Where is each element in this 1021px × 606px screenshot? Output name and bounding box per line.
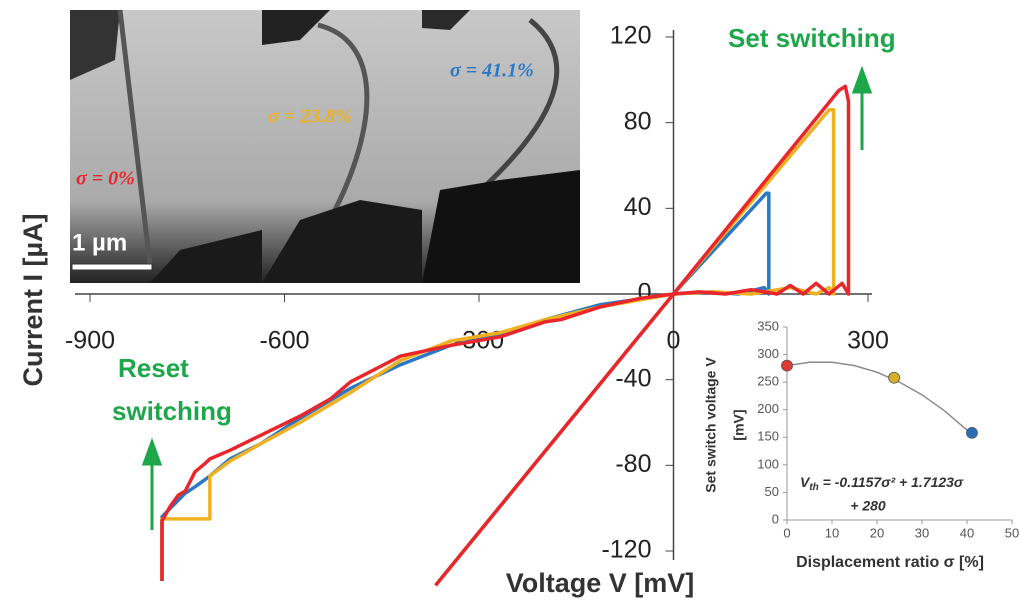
point (966, 426, 978, 439)
annotation: Reset (118, 353, 189, 383)
x-axis-label: Voltage V [mV] (506, 568, 695, 598)
y-tick-label: 50 (765, 484, 779, 499)
fit-curve (786, 361, 972, 435)
y-axis-label: Current I [µA] (18, 213, 48, 386)
point (888, 371, 900, 384)
x-tick-label: 30 (915, 525, 929, 540)
y-tick-label: 200 (757, 401, 779, 416)
annotation: switching (112, 396, 232, 426)
wire (468, 18, 560, 202)
x-tick-label: 50 (1005, 525, 1019, 540)
y-tick-label: 100 (757, 456, 779, 471)
wire (117, 9, 153, 266)
series-label: σ = 41.1% (450, 60, 534, 82)
equation-part: V (800, 474, 811, 490)
inset-y-label: Set switch voltage V (703, 357, 719, 493)
equation-part: = -0.1157σ² + 1.7123σ (819, 474, 964, 490)
tem-shade (262, 200, 422, 283)
x-tick-label: -600 (259, 327, 309, 355)
wire (317, 22, 370, 212)
y-tick-label: 300 (757, 346, 779, 361)
scale-bar-label: 1 µm (72, 229, 127, 256)
series-label: σ = 0% (76, 168, 135, 190)
point (781, 359, 793, 372)
y-tick-label: 0 (772, 511, 779, 526)
equation-part: th (809, 482, 818, 493)
inset-y-label: [mV] (731, 409, 747, 440)
y-tick-label: -40 (615, 364, 651, 392)
tem-shade (262, 10, 330, 45)
tem-shade (422, 170, 580, 283)
arrow (851, 65, 873, 150)
tem-shade (422, 10, 470, 30)
y-tick-label: -80 (615, 450, 651, 478)
x-tick-label: 0 (667, 327, 681, 355)
series-line (160, 84, 851, 587)
tem-images: 1 µm (70, 9, 580, 283)
x-tick-label: 10 (825, 525, 839, 540)
inset-x-label: Displacement ratio σ [%] (796, 554, 984, 571)
y-tick-label: 40 (624, 193, 652, 221)
series-label: σ = 23.8% (268, 106, 352, 128)
x-tick-label: 40 (960, 525, 974, 540)
annotation: Set switching (728, 23, 896, 53)
y-tick-label: 250 (757, 374, 779, 389)
x-tick-label: 20 (870, 525, 884, 540)
y-tick-label: 0 (638, 279, 652, 307)
x-tick-label: -900 (65, 327, 115, 355)
y-tick-label: -120 (601, 536, 651, 564)
x-tick-label: 0 (783, 525, 790, 540)
y-tick-label: 150 (757, 429, 779, 444)
arrow (141, 437, 163, 530)
x-tick-label: 300 (847, 327, 889, 355)
y-tick-label: 350 (757, 318, 779, 333)
tem-shade (70, 10, 120, 80)
scale-bar (71, 263, 153, 271)
series-line (160, 108, 836, 587)
y-tick-label: 80 (624, 107, 652, 135)
equation: Vth = -0.1157σ² + 1.7123σ (800, 474, 964, 493)
y-tick-label: 120 (610, 22, 652, 50)
equation: + 280 (850, 498, 886, 514)
tem-shade (150, 230, 262, 283)
